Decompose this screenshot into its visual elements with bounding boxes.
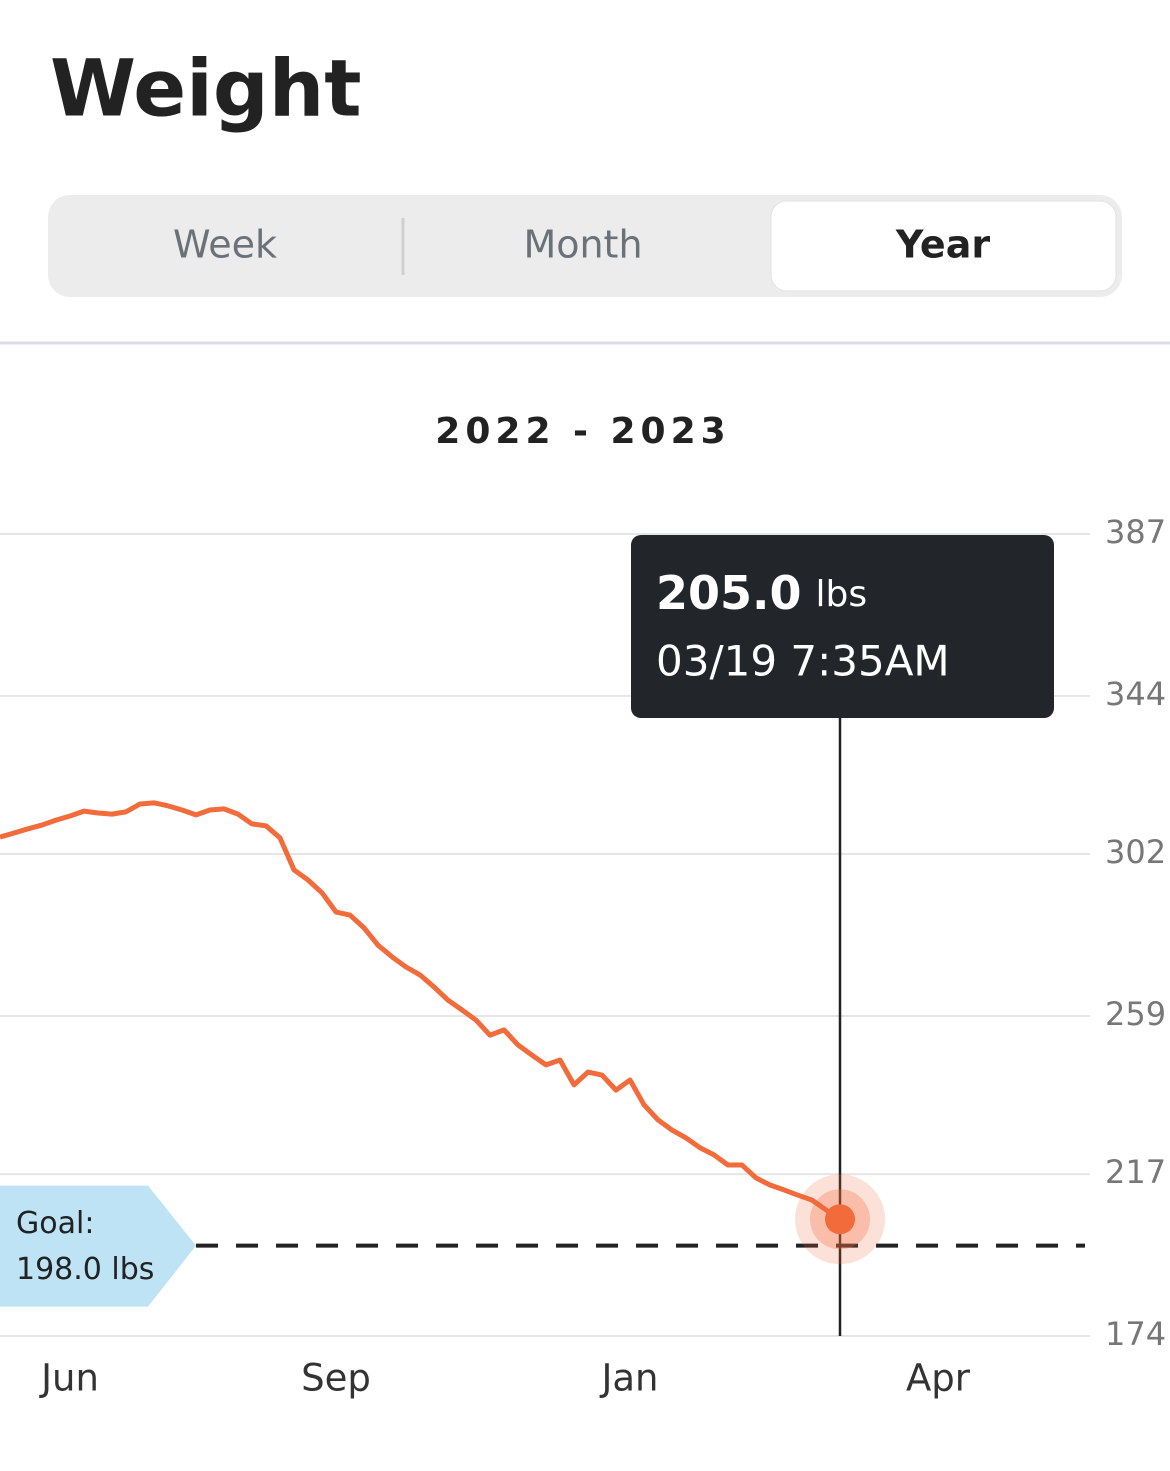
- goal-badge: [0, 1185, 196, 1307]
- y-tick-label: 344: [1105, 675, 1166, 713]
- tab-label[interactable]: Year: [895, 223, 990, 267]
- x-tick-label: Sep: [301, 1357, 371, 1400]
- tooltip: [631, 535, 1054, 718]
- y-tick-label: 302: [1105, 833, 1166, 871]
- tab-selected[interactable]: [770, 200, 1117, 292]
- x-tick-label: Jun: [39, 1357, 99, 1400]
- tooltip-unit: lbs: [816, 574, 868, 615]
- tooltip-time: 03/19 7:35AM: [656, 637, 950, 686]
- weight-line: [0, 800, 842, 1222]
- tab-label[interactable]: Week: [173, 223, 277, 267]
- y-tick-label: 217: [1105, 1153, 1166, 1191]
- y-tick-label: 259: [1105, 995, 1166, 1033]
- chart-title: 2022 - 2023: [435, 411, 730, 452]
- tab-label[interactable]: Month: [523, 223, 642, 267]
- tooltip-value-line: 205.0 lbs: [656, 566, 867, 620]
- x-tick-label: Apr: [906, 1357, 971, 1400]
- y-tick-label: 174: [1105, 1315, 1166, 1353]
- x-tick-label: Jan: [599, 1357, 658, 1400]
- y-tick-label: 387: [1105, 513, 1166, 551]
- page-title: Weight: [50, 44, 362, 134]
- goal-label: Goal:: [16, 1206, 94, 1241]
- goal-value: 198.0 lbs: [16, 1252, 154, 1287]
- tooltip-value: 205.0: [656, 566, 802, 620]
- point: [825, 1204, 855, 1235]
